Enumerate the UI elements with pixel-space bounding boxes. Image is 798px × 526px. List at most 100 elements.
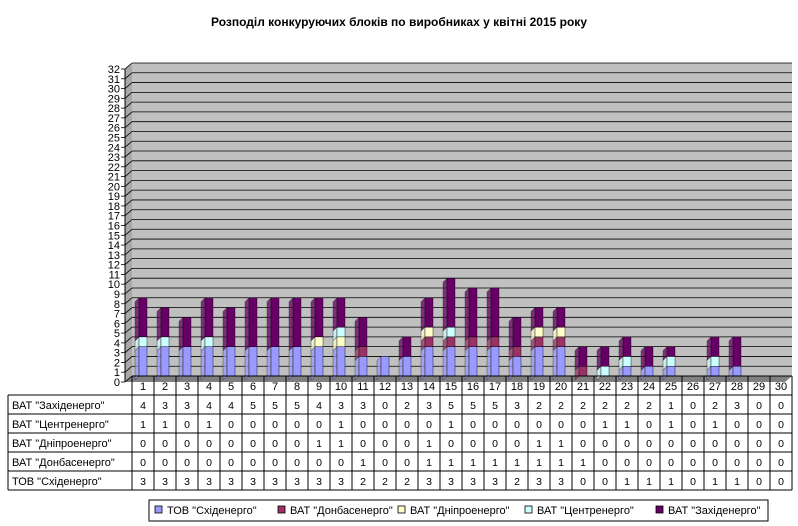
gridline-slant bbox=[124, 101, 133, 109]
bar-segment bbox=[314, 346, 324, 377]
table-cell: 0 bbox=[536, 419, 542, 431]
table-cell: 4 bbox=[206, 400, 212, 412]
y-tick-label: 10 bbox=[108, 279, 120, 291]
bar-segment bbox=[446, 326, 456, 338]
table-cell: 2 bbox=[558, 400, 564, 412]
table-cell: 1 bbox=[338, 419, 344, 431]
table-cell: 1 bbox=[536, 438, 542, 450]
table-cell: 3 bbox=[338, 476, 344, 488]
table-cell: 0 bbox=[382, 457, 388, 469]
gridline-slant bbox=[124, 346, 133, 353]
table-cell: 0 bbox=[756, 457, 762, 469]
table-cell: 1 bbox=[668, 476, 674, 488]
y-tick-label: 8 bbox=[114, 299, 120, 311]
bar-side bbox=[266, 346, 272, 381]
table-cell: 2 bbox=[712, 400, 718, 412]
table-cell: 1 bbox=[360, 457, 366, 469]
table-cell: 3 bbox=[558, 476, 564, 488]
table-cell: 1 bbox=[470, 457, 476, 469]
table-cell: 1 bbox=[734, 476, 740, 488]
table-cell: 3 bbox=[514, 400, 520, 412]
table-cell: 1 bbox=[448, 419, 454, 431]
x-tick-label: 22 bbox=[599, 381, 611, 393]
table-cell: 2 bbox=[646, 400, 652, 412]
table-cell: 0 bbox=[360, 419, 366, 431]
y-tick-label: 29 bbox=[108, 93, 120, 105]
bar-side bbox=[596, 346, 602, 371]
table-cell: 0 bbox=[382, 438, 388, 450]
table-cell: 5 bbox=[470, 400, 476, 412]
bar-side bbox=[486, 287, 492, 342]
table-cell: 2 bbox=[404, 476, 410, 488]
bar-segment bbox=[358, 346, 368, 357]
table-cell: 0 bbox=[580, 438, 586, 450]
table-cell: 3 bbox=[162, 476, 168, 488]
table-cell: 0 bbox=[294, 419, 300, 431]
table-cell: 1 bbox=[206, 419, 212, 431]
table-cell: 1 bbox=[712, 419, 718, 431]
bar-segment bbox=[710, 366, 720, 377]
gridline-slant bbox=[124, 307, 133, 314]
bar-segment bbox=[622, 366, 632, 377]
table-cell: 0 bbox=[184, 457, 190, 469]
bar-side bbox=[156, 346, 162, 381]
bar-segment bbox=[160, 336, 170, 347]
bar-segment bbox=[512, 356, 522, 377]
y-tick-label: 31 bbox=[108, 74, 120, 86]
table-cell: 0 bbox=[558, 419, 564, 431]
x-tick-label: 24 bbox=[643, 381, 655, 393]
bar-side bbox=[464, 346, 470, 381]
bar-side bbox=[552, 346, 558, 381]
table-cell: 1 bbox=[668, 419, 674, 431]
gridline-slant bbox=[124, 62, 133, 70]
legend: ТОВ "Східенерго" ВАТ "Донбасенерго" ВАТ "Д… bbox=[148, 499, 769, 522]
x-tick-label: 6 bbox=[250, 381, 256, 393]
bar-segment bbox=[732, 336, 742, 367]
x-tick-label: 25 bbox=[665, 381, 677, 393]
bar-segment bbox=[424, 326, 434, 338]
table-cell: 0 bbox=[140, 438, 146, 450]
x-tick-label: 10 bbox=[335, 381, 347, 393]
bar-segment bbox=[270, 297, 280, 347]
table-cell: 2 bbox=[382, 476, 388, 488]
gridline-slant bbox=[124, 297, 133, 305]
table-cell: 1 bbox=[558, 438, 564, 450]
table-cell: 0 bbox=[690, 438, 696, 450]
x-tick-label: 16 bbox=[467, 381, 479, 393]
bar-segment bbox=[182, 346, 192, 377]
table-cell: 1 bbox=[426, 457, 432, 469]
bar-segment bbox=[424, 336, 434, 347]
x-tick-label: 26 bbox=[687, 381, 699, 393]
table-row-label: ВАТ "Центренерго" bbox=[12, 419, 109, 431]
bar-segment bbox=[336, 346, 346, 377]
bar-segment bbox=[424, 346, 434, 377]
table-cell: 0 bbox=[382, 400, 388, 412]
table-cell: 2 bbox=[536, 400, 542, 412]
bar-segment bbox=[314, 336, 324, 347]
gridline-slant bbox=[124, 82, 133, 89]
table-cell: 0 bbox=[690, 476, 696, 488]
table-cell: 2 bbox=[602, 400, 608, 412]
table-cell: 0 bbox=[668, 457, 674, 469]
bar-side bbox=[178, 346, 184, 381]
table-cell: 0 bbox=[778, 419, 784, 431]
y-tick-label: 26 bbox=[108, 123, 120, 135]
legend-box bbox=[148, 499, 769, 522]
table-row-label: ВАТ "Західенерго" bbox=[12, 400, 105, 412]
y-tick-label: 27 bbox=[108, 113, 120, 125]
gridline-slant bbox=[124, 326, 133, 334]
bar-side bbox=[728, 336, 734, 371]
legend-swatch bbox=[397, 505, 406, 514]
table-cell: 0 bbox=[602, 438, 608, 450]
table-cell: 0 bbox=[646, 457, 652, 469]
table-cell: 0 bbox=[162, 438, 168, 450]
bar-side bbox=[244, 297, 250, 352]
table-cell: 0 bbox=[624, 457, 630, 469]
table-cell: 0 bbox=[778, 476, 784, 488]
table-cell: 0 bbox=[602, 457, 608, 469]
table-cell: 0 bbox=[294, 457, 300, 469]
bar-segment bbox=[556, 336, 566, 347]
gridline-slant bbox=[124, 189, 133, 197]
bar-segment bbox=[578, 366, 588, 377]
table-cell: 0 bbox=[162, 457, 168, 469]
